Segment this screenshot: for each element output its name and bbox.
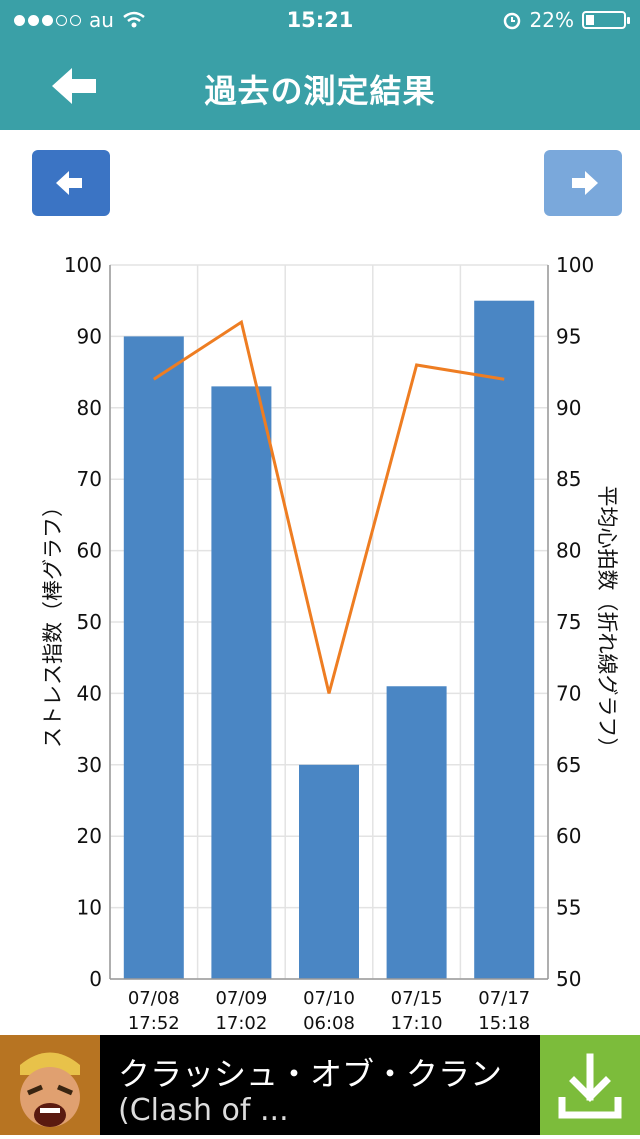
right-tick-label: 65 — [556, 753, 581, 777]
left-tick-label: 0 — [89, 967, 102, 991]
right-tick-label: 75 — [556, 610, 581, 634]
left-tick-label: 100 — [64, 253, 102, 277]
x-tick-label-date: 07/10 — [303, 988, 355, 1009]
app-icon — [0, 1035, 100, 1135]
previous-page-button[interactable] — [32, 150, 110, 216]
bar — [211, 386, 271, 979]
right-tick-label: 50 — [556, 967, 581, 991]
left-tick-label: 20 — [77, 824, 102, 848]
left-tick-label: 30 — [77, 753, 102, 777]
right-tick-label: 60 — [556, 824, 581, 848]
right-tick-label: 95 — [556, 324, 581, 348]
arrow-left-icon — [56, 170, 86, 196]
bar — [387, 686, 447, 979]
next-page-button[interactable] — [544, 150, 622, 216]
battery-level — [586, 15, 594, 25]
barbarian-face-icon — [0, 1035, 100, 1135]
right-tick-label: 55 — [556, 896, 581, 920]
status-right: 22% — [502, 8, 626, 32]
y-axis-title: ストレス指数（棒グラフ） — [41, 496, 65, 748]
ad-subtitle: (Clash of ... — [118, 1093, 289, 1128]
y2-axis-title: 平均心拍数（折れ線グラフ） — [595, 486, 619, 759]
left-tick-label: 90 — [77, 324, 102, 348]
x-tick-label-date: 07/15 — [391, 988, 443, 1009]
right-tick-label: 85 — [556, 467, 581, 491]
left-tick-label: 10 — [77, 896, 102, 920]
alarm-clock-icon — [502, 10, 522, 30]
x-tick-label-time: 17:02 — [215, 1013, 267, 1034]
page-title: 過去の測定結果 — [0, 66, 640, 112]
right-tick-label: 90 — [556, 396, 581, 420]
ad-title: クラッシュ・オブ・クラン — [118, 1049, 502, 1095]
right-tick-label: 80 — [556, 539, 581, 563]
left-tick-label: 60 — [77, 539, 102, 563]
x-tick-label-date: 07/09 — [215, 988, 267, 1009]
arrow-right-icon — [568, 170, 598, 196]
x-tick-label-date: 07/08 — [128, 988, 180, 1009]
left-tick-label: 50 — [77, 610, 102, 634]
stress-heart-rate-chart: 0 10 20 30 40 50 60 70 80 90 100 50 55 60 65 70 75 80 85 90… — [0, 240, 640, 1035]
download-icon — [540, 1035, 640, 1135]
right-tick-label: 100 — [556, 253, 594, 277]
x-tick-label-time: 17:52 — [128, 1013, 180, 1034]
x-tick-label-time: 06:08 — [303, 1013, 355, 1034]
bar — [124, 336, 184, 979]
bar — [474, 301, 534, 979]
left-tick-label: 80 — [77, 396, 102, 420]
x-tick-label-time: 17:10 — [391, 1013, 443, 1034]
right-tick-label: 70 — [556, 681, 581, 705]
download-button[interactable] — [540, 1035, 640, 1135]
app-header: 過去の測定結果 — [0, 44, 640, 130]
line-series — [154, 322, 504, 693]
left-tick-label: 40 — [77, 681, 102, 705]
status-bar: au 15:21 22% — [0, 0, 640, 44]
battery-icon — [582, 11, 626, 29]
left-tick-label: 70 — [77, 467, 102, 491]
battery-percent: 22% — [530, 8, 574, 32]
bar — [299, 765, 359, 979]
x-tick-label-date: 07/17 — [478, 988, 530, 1009]
ad-banner[interactable]: クラッシュ・オブ・クラン (Clash of ... — [0, 1035, 640, 1135]
x-tick-label-time: 15:18 — [478, 1013, 530, 1034]
